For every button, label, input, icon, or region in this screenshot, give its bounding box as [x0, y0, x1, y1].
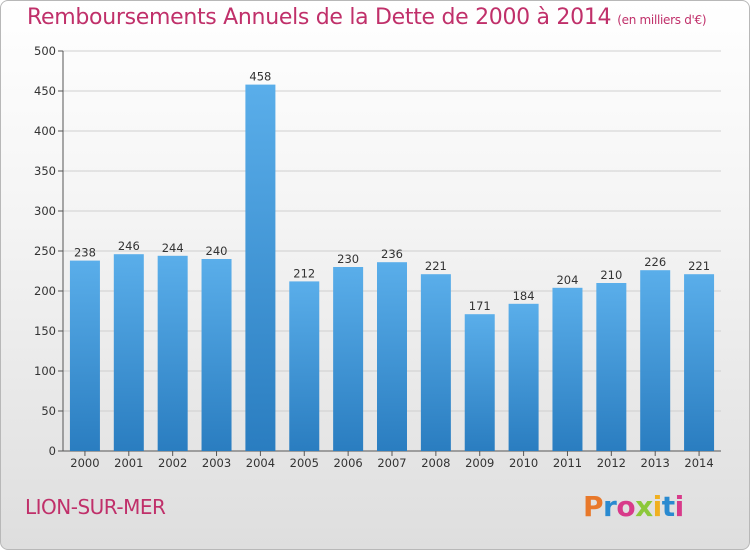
bar — [245, 84, 276, 451]
logo-letter: P — [583, 490, 604, 523]
bar-value-label: 246 — [118, 239, 140, 253]
x-tick-label: 2006 — [333, 456, 362, 470]
bar — [552, 287, 583, 451]
bar-value-label: 458 — [249, 70, 271, 84]
y-tick-label: 300 — [34, 204, 56, 218]
logo-letter: o — [616, 490, 636, 523]
x-tick-label: 2013 — [641, 456, 670, 470]
bar — [113, 254, 144, 451]
x-tick-label: 2001 — [114, 456, 143, 470]
x-tick-label: 2009 — [465, 456, 494, 470]
bar — [508, 303, 539, 451]
bar — [464, 314, 495, 451]
bar — [157, 255, 188, 451]
bars — [69, 84, 715, 451]
bar — [596, 283, 627, 451]
bar-value-label: 171 — [469, 299, 491, 313]
data-labels: 238 246 244 240 458 212 230 236 221 171 184 204 210 2… — [74, 70, 710, 314]
bar-value-label: 240 — [206, 244, 228, 258]
bar-value-label: 221 — [425, 259, 447, 273]
x-tick-label: 2010 — [509, 456, 538, 470]
x-tick-label: 2005 — [290, 456, 319, 470]
bar-value-label: 210 — [600, 268, 622, 282]
y-tick-label: 500 — [34, 44, 56, 58]
y-tick-label: 250 — [34, 244, 56, 258]
y-tick-label: 100 — [34, 364, 56, 378]
chart-title-text: Remboursements Annuels de la Dette de 20… — [27, 5, 612, 30]
bar — [684, 274, 715, 451]
y-tick-label: 0 — [49, 444, 56, 458]
chart-subtitle: (en milliers d'€) — [617, 13, 707, 27]
axes: 0 50 100 150 200 250 300 350 400 450 500 2000 2001 20… — [34, 44, 721, 470]
x-tick-label: 2003 — [202, 456, 231, 470]
bar-value-label: 226 — [644, 255, 666, 269]
bar — [69, 260, 100, 451]
proxiti-logo: Proxiti — [583, 490, 684, 523]
bar — [201, 259, 232, 451]
bar-value-label: 184 — [513, 289, 535, 303]
x-tick-label: 2012 — [597, 456, 626, 470]
y-tick-label: 150 — [34, 324, 56, 338]
x-tick-label: 2004 — [246, 456, 275, 470]
bar — [377, 262, 407, 451]
logo-letter: t — [661, 490, 675, 523]
x-tick-label: 2011 — [553, 456, 582, 470]
y-tick-label: 200 — [34, 284, 56, 298]
y-tick-label: 50 — [41, 404, 56, 418]
y-tick-label: 400 — [34, 124, 56, 138]
logo-letter: i — [674, 490, 685, 523]
y-tick-label: 350 — [34, 164, 56, 178]
bar-value-label: 204 — [556, 273, 578, 287]
bar — [420, 274, 451, 451]
x-tick-label: 2002 — [158, 456, 187, 470]
bar-value-label: 244 — [162, 241, 184, 255]
x-tick-label: 2000 — [70, 456, 99, 470]
logo-letter: r — [603, 490, 617, 523]
chart-title: Remboursements Annuels de la Dette de 20… — [27, 5, 707, 30]
x-tick-label: 2014 — [684, 456, 713, 470]
y-tick-label: 450 — [34, 84, 56, 98]
logo-letter: i — [652, 490, 663, 523]
bar — [640, 270, 671, 451]
bar-value-label: 221 — [688, 259, 710, 273]
bar — [289, 281, 320, 451]
bar-value-label: 236 — [381, 247, 403, 261]
bar — [333, 267, 364, 451]
x-tick-label: 2007 — [377, 456, 406, 470]
city-name: LION-SUR-MER — [25, 495, 166, 519]
x-tick-label: 2008 — [421, 456, 450, 470]
bar-value-label: 230 — [337, 252, 359, 266]
bar-value-label: 238 — [74, 246, 96, 260]
logo-letter: x — [635, 490, 653, 523]
bar-value-label: 212 — [293, 266, 315, 280]
